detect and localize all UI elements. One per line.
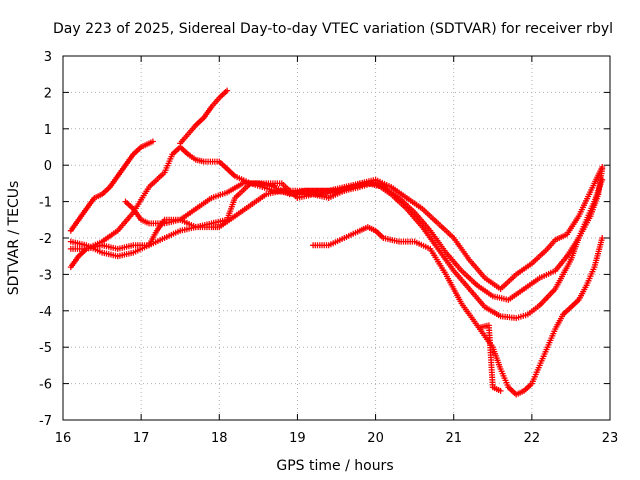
y-tick-label: -7 [39,414,52,429]
y-tick-label: -4 [39,305,52,320]
y-tick-label: -3 [39,268,52,283]
y-axis-label: SDTVAR / TECUs [6,181,22,296]
y-tick-label: -6 [39,378,52,393]
series-markers [478,322,504,394]
series-track-1 [67,138,156,234]
x-tick-label: 19 [289,431,306,446]
x-tick-label: 23 [602,431,619,446]
series-layer [67,87,606,398]
x-tick-label: 22 [524,431,541,446]
x-tick-label: 18 [211,431,228,446]
series-markers [67,164,606,292]
y-tick-label: -2 [39,232,52,247]
x-tick-label: 20 [367,431,384,446]
series-markers [67,165,606,303]
y-tick-label: -5 [39,341,52,356]
series-track-3 [67,165,606,303]
series-markers [310,224,606,398]
series-track-4 [67,164,606,292]
y-tick-label: -1 [39,196,52,211]
y-tick-label: 2 [44,86,52,101]
x-axis-label: GPS time / hours [276,458,393,474]
x-tick-label: 17 [133,431,150,446]
series-track-8 [478,322,504,394]
grid-lines [63,56,610,420]
y-tick-label: 0 [44,159,52,174]
series-markers [67,138,156,234]
series-markers [177,87,231,147]
series-markers [122,180,387,227]
series-track-6 [177,87,231,147]
x-tick-label: 16 [55,431,72,446]
y-tick-label: 1 [44,123,52,138]
x-tick-label: 21 [445,431,462,446]
y-tick-label: 3 [44,50,52,65]
series-track-7 [310,224,606,398]
chart-title: Day 223 of 2025, Sidereal Day-to-day VTE… [53,21,613,37]
series-track-5 [122,180,387,227]
